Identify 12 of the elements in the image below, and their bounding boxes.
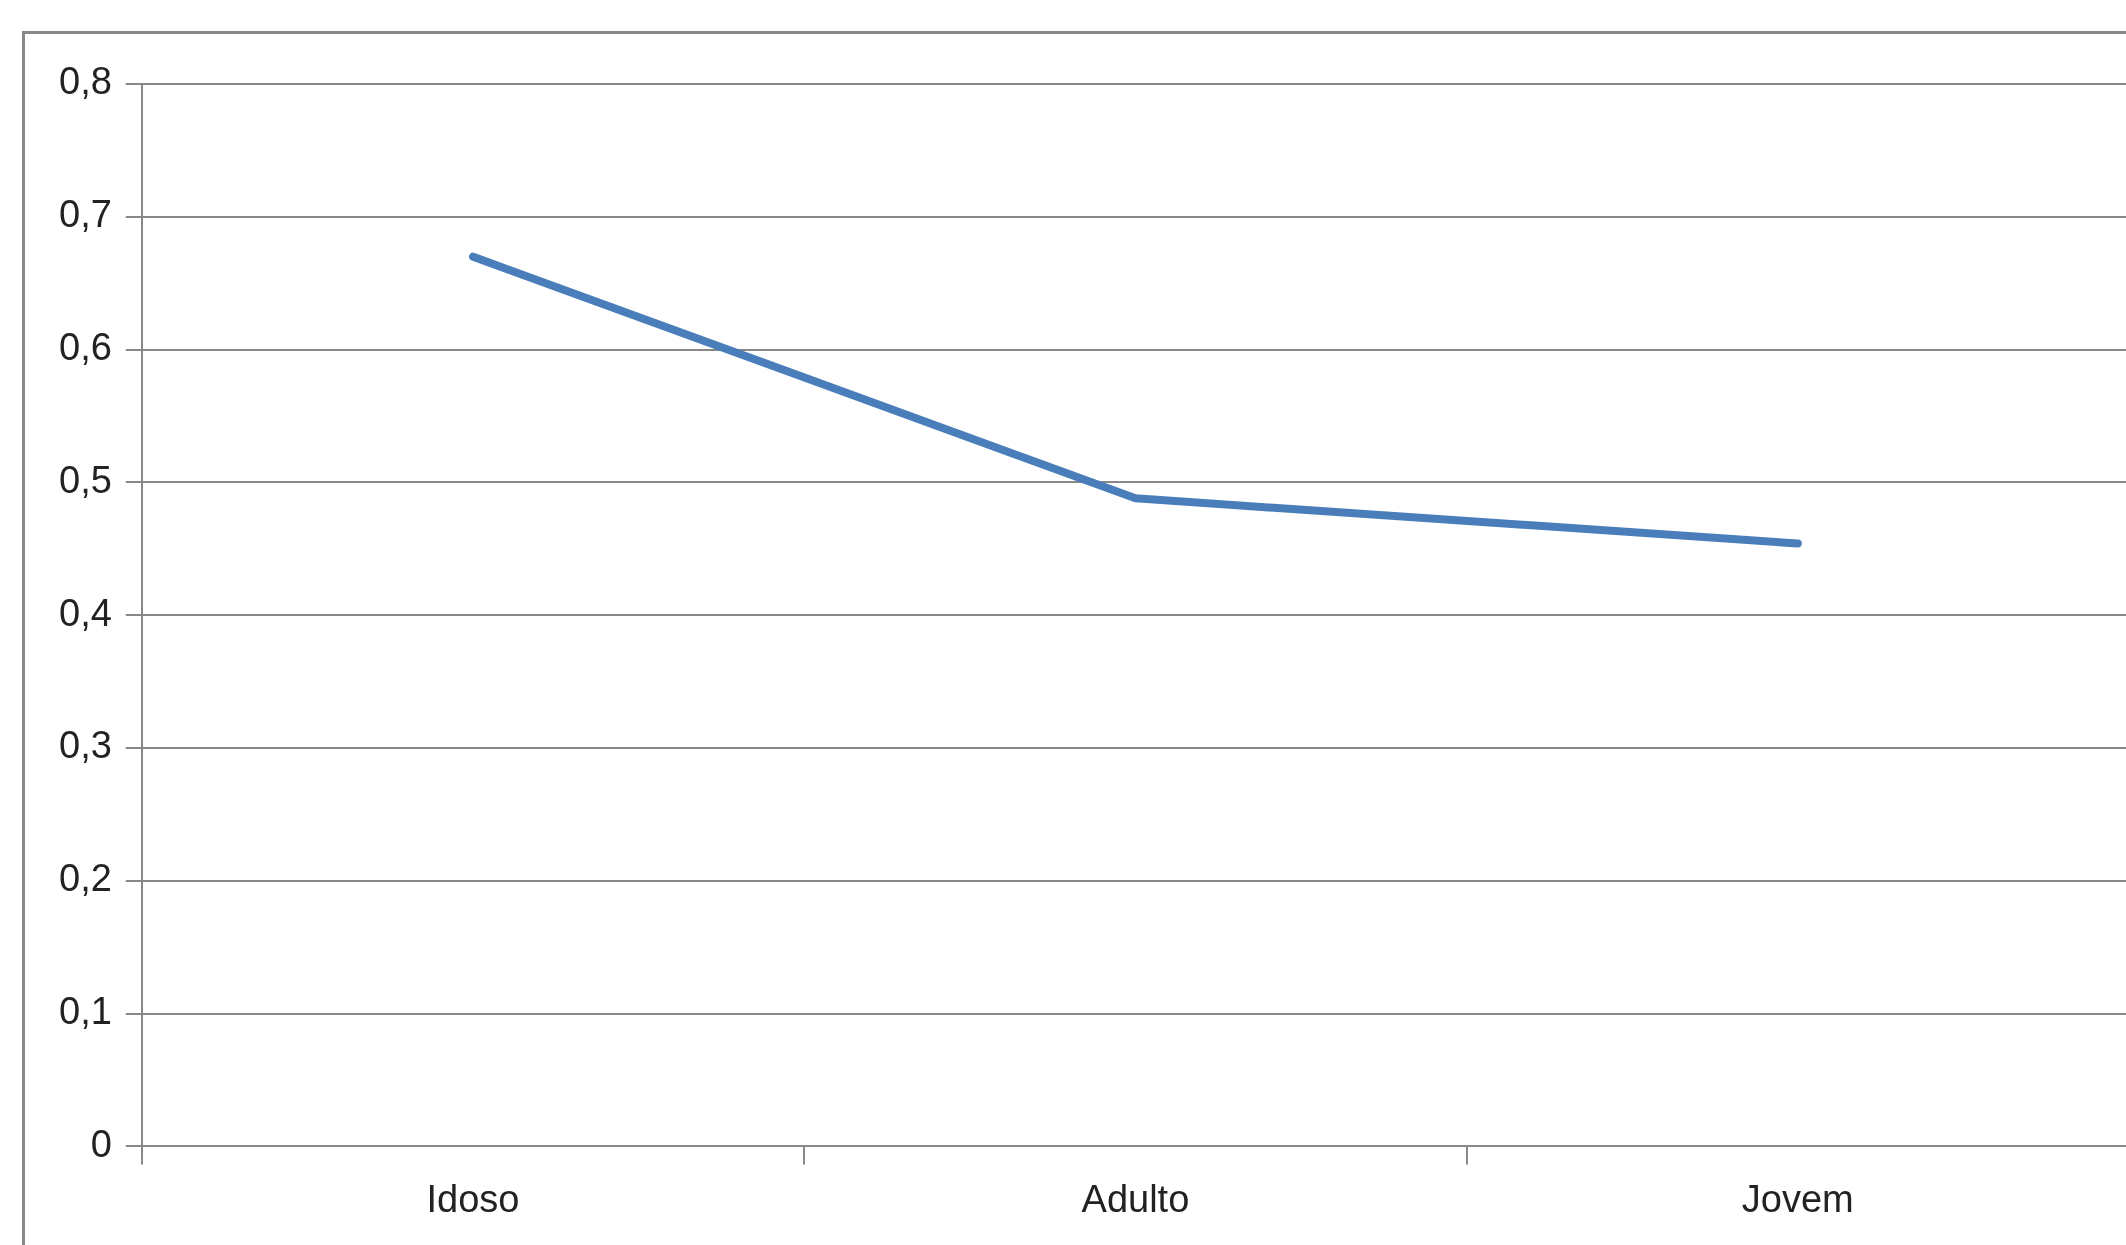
y-tick-label: 0,8 [59,60,112,103]
y-tick-label: 0 [90,1122,112,1165]
y-tick-label: 0,1 [59,990,112,1033]
y-tick-label: 0,4 [59,591,112,634]
y-tick-label: 0,3 [59,724,112,767]
y-tick-label: 0,6 [59,326,112,369]
y-tick-label: 0,2 [59,857,112,900]
x-tick-label: Adulto [1081,1177,1190,1220]
y-tick-label: 0,5 [59,458,112,501]
x-tick-label: Jovem [1741,1177,1854,1220]
y-tick-label: 0,7 [59,193,112,236]
x-tick-label: Idoso [426,1177,520,1220]
